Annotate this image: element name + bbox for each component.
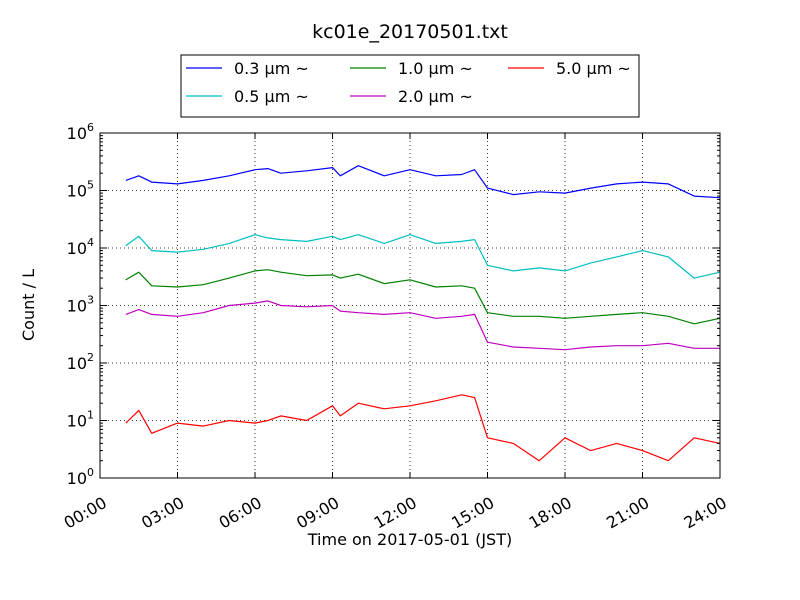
legend-label: 2.0 μm ~ [398,87,473,106]
series-layer [125,165,721,462]
series-line-4 [125,394,721,462]
legend-label: 0.3 μm ~ [234,59,309,78]
series-line-3 [125,300,720,351]
series-line-0 [125,165,721,199]
y-tick-label: 101 [67,409,94,431]
y-tick-label: 105 [67,179,94,201]
legend-label: 0.5 μm ~ [234,87,309,106]
legend-label: 5.0 μm ~ [556,59,631,78]
legend: 0.3 μm ~ 0.5 μm ~ 1.0 μm ~ 2.0 μm ~ 5.0 μm ~ [180,54,640,118]
y-tick-label: 102 [67,351,94,373]
y-tick-label: 106 [67,121,94,143]
y-tick-label: 103 [67,294,94,316]
y-tick-label: 100 [67,466,94,488]
y-axis-label: Count / L [19,269,38,341]
y-tick-label: 104 [67,236,94,258]
series-line-2 [125,269,721,325]
legend-label: 1.0 μm ~ [398,59,473,78]
legend-box [180,54,640,118]
y-axis-ticks: 100 101 102 103 104 105 106 [67,121,720,488]
grid [100,133,720,478]
chart-title: kc01e_20170501.txt [312,21,508,43]
x-axis-label: Time on 2017-05-01 (JST) [307,530,512,549]
series-line-1 [125,234,721,279]
